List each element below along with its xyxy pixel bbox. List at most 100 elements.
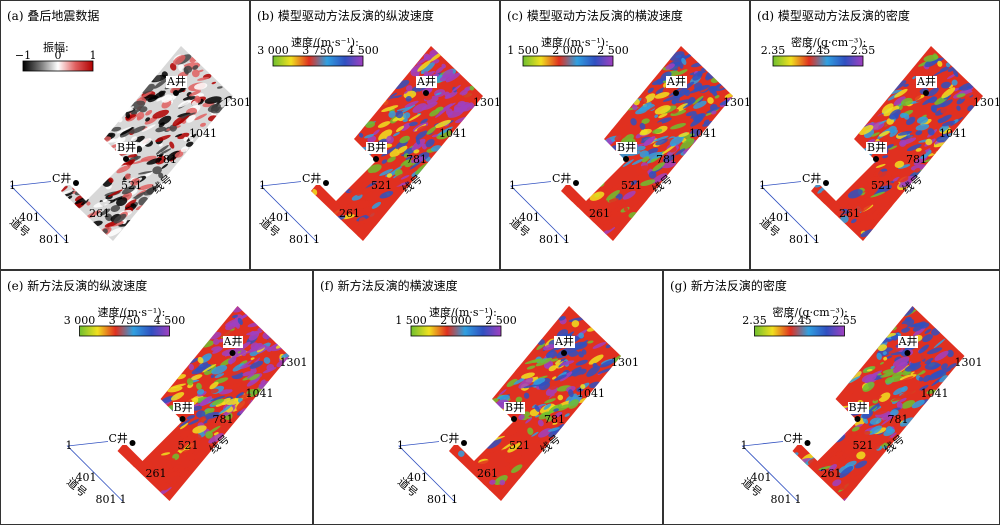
line-261-label: 261 bbox=[89, 207, 110, 220]
well-b-label: B井 bbox=[504, 401, 526, 414]
colorbar bbox=[754, 325, 845, 337]
colorbar-tick: 2.45 bbox=[805, 44, 831, 57]
trace-401-label: 401 bbox=[769, 211, 790, 224]
well-a-label: A井 bbox=[554, 335, 575, 348]
survey-outline bbox=[510, 180, 567, 242]
well-a-label: A井 bbox=[166, 75, 187, 88]
well-b-marker bbox=[873, 156, 879, 162]
trace-801-label: 801 bbox=[427, 493, 448, 506]
colorbar-tick: 1 bbox=[89, 49, 97, 62]
panel-b-vp-model: (b) 模型驱动方法反演的纵波速度 速度/(m·s⁻¹): 3 000 3 750 4 … bbox=[250, 0, 500, 270]
colorbar-tick: 2 000 bbox=[552, 44, 584, 57]
well-c-label: C井 bbox=[107, 432, 129, 445]
line-261-label: 261 bbox=[839, 207, 860, 220]
colorbar-tick: 4 500 bbox=[153, 314, 186, 327]
trace-401-label: 401 bbox=[750, 471, 772, 484]
well-a-marker bbox=[673, 90, 679, 96]
well-b-label: B井 bbox=[847, 401, 869, 414]
panel-graphics bbox=[398, 306, 621, 502]
well-a-marker bbox=[229, 350, 236, 356]
line-521-label: 521 bbox=[371, 179, 392, 192]
line-521-label: 521 bbox=[509, 439, 530, 452]
colorbar bbox=[410, 325, 502, 337]
survey-outline bbox=[741, 440, 798, 502]
line-1301-label: 1301 bbox=[223, 96, 250, 109]
line-261-label: 261 bbox=[339, 207, 360, 220]
line-781-label: 781 bbox=[887, 413, 909, 426]
trace-401-label: 401 bbox=[519, 211, 540, 224]
colorbar bbox=[772, 55, 864, 67]
line-1041-label: 1041 bbox=[920, 387, 949, 400]
line-521-label: 521 bbox=[871, 179, 892, 192]
colorbar-tick: 2.55 bbox=[832, 314, 857, 327]
corner-1-label: 1 bbox=[794, 493, 802, 506]
well-a-label: A井 bbox=[222, 335, 244, 348]
trace-401-label: 401 bbox=[407, 471, 428, 484]
colorbar bbox=[272, 55, 364, 67]
panel-graphics bbox=[510, 46, 733, 242]
colorbar-tick: 0 bbox=[54, 49, 62, 62]
colorbar-label: 速度/(m·s⁻¹): bbox=[541, 36, 609, 49]
well-c-label: C井 bbox=[782, 432, 804, 445]
trace-1-label: 1 bbox=[759, 179, 766, 192]
well-a-marker bbox=[904, 350, 911, 356]
colorbar bbox=[22, 60, 94, 72]
line-1301-label: 1301 bbox=[954, 356, 983, 369]
colorbar-tick: 1 500 bbox=[395, 314, 427, 327]
panel-graphics bbox=[10, 46, 233, 242]
colorbar-label: 振幅: bbox=[43, 41, 69, 54]
panel-title: (f) 新方法反演的横波速度 bbox=[320, 279, 458, 293]
colorbar-label: 密度/(g·cm⁻³): bbox=[791, 36, 867, 49]
well-b-label: B井 bbox=[866, 141, 888, 154]
trace-1-label: 1 bbox=[259, 179, 266, 192]
panel-title: (d) 模型驱动方法反演的密度 bbox=[757, 9, 910, 23]
line-261-label: 261 bbox=[820, 467, 842, 480]
colorbar-label: 速度/(m·s⁻¹): bbox=[429, 306, 497, 319]
survey-outline bbox=[760, 180, 817, 242]
well-a-label: A井 bbox=[416, 75, 437, 88]
line-781-label: 781 bbox=[544, 413, 565, 426]
trace-1-label: 1 bbox=[65, 439, 73, 452]
trace-401-label: 401 bbox=[75, 471, 97, 484]
corner-1-label: 1 bbox=[313, 233, 320, 246]
panel-title: (a) 叠后地震数据 bbox=[7, 9, 100, 23]
panel-title: (g) 新方法反演的密度 bbox=[670, 279, 787, 293]
colorbar-tick: 3 000 bbox=[63, 314, 96, 327]
colorbar bbox=[522, 55, 614, 67]
colorbar bbox=[79, 325, 170, 337]
colorbar-tick: 2.55 bbox=[850, 44, 876, 57]
colorbar-label: 速度/(m·s⁻¹): bbox=[97, 306, 166, 319]
panel-graphics bbox=[66, 306, 290, 502]
well-b-label: B井 bbox=[616, 141, 638, 154]
map-texture bbox=[563, 51, 733, 237]
well-b-marker bbox=[854, 416, 861, 422]
line-1041-label: 1041 bbox=[939, 127, 967, 140]
colorbar-tick: 1 500 bbox=[507, 44, 539, 57]
line-1301-label: 1301 bbox=[473, 96, 500, 109]
trace-801-label: 801 bbox=[289, 233, 310, 246]
line-781-label: 781 bbox=[656, 153, 677, 166]
line-781-label: 781 bbox=[212, 413, 234, 426]
line-1041-label: 1041 bbox=[245, 387, 274, 400]
trace-1-label: 1 bbox=[397, 439, 404, 452]
line-1301-label: 1301 bbox=[973, 96, 1000, 109]
map-area bbox=[449, 306, 621, 501]
survey-outline bbox=[10, 180, 67, 242]
line-521-label: 521 bbox=[121, 179, 142, 192]
panel-d-density-model: (d) 模型驱动方法反演的密度 密度/(g·cm⁻³): 2.35 2.45 2.55 A… bbox=[750, 0, 1000, 270]
trace-401-label: 401 bbox=[269, 211, 290, 224]
colorbar-tick: 2 500 bbox=[485, 314, 517, 327]
well-c-marker bbox=[129, 440, 136, 446]
colorbar-tick: 3 000 bbox=[257, 44, 289, 57]
line-781-label: 781 bbox=[406, 153, 427, 166]
colorbar-tick: 2.45 bbox=[787, 314, 812, 327]
panel-title: (e) 新方法反演的纵波速度 bbox=[7, 279, 148, 293]
well-b-marker bbox=[179, 416, 186, 422]
corner-1-label: 1 bbox=[451, 493, 458, 506]
line-521-label: 521 bbox=[852, 439, 874, 452]
line-1041-label: 1041 bbox=[189, 127, 217, 140]
panel-e-vp-new: (e) 新方法反演的纵波速度 速度/(m·s⁻¹): 3 000 3 750 4 500… bbox=[0, 270, 313, 525]
trace-801-label: 801 bbox=[39, 233, 60, 246]
well-c-marker bbox=[804, 440, 811, 446]
panel-graphics bbox=[260, 46, 483, 242]
